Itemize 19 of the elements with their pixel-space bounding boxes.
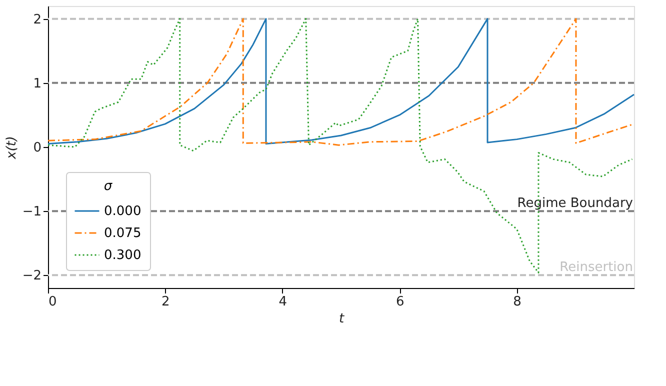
y-tick-label: −1 [22,204,42,220]
y-axis-title: x(t) [4,136,20,160]
ref-line-label: Regime Boundary [517,196,634,212]
line-series [47,18,633,274]
y-tick-label: −2 [22,268,42,284]
y-tick-label: 0 [33,140,42,156]
legend-label: 0.000 [104,204,142,219]
x-tick-label: 0 [48,294,57,310]
x-tick-label: 2 [162,294,170,310]
legend-label: 0.075 [104,226,142,241]
x-tick-label: 6 [396,294,404,310]
y-tick-label: 1 [33,76,42,92]
legend-label: 0.300 [104,248,142,263]
ref-line-label: Reinsertion [560,260,633,276]
x-tick-label: 8 [513,294,522,310]
y-tick-label: 2 [33,12,42,28]
legend-title: σ [104,179,113,194]
x-axis-title: t [338,312,345,326]
x-tick-label: 4 [278,294,288,310]
